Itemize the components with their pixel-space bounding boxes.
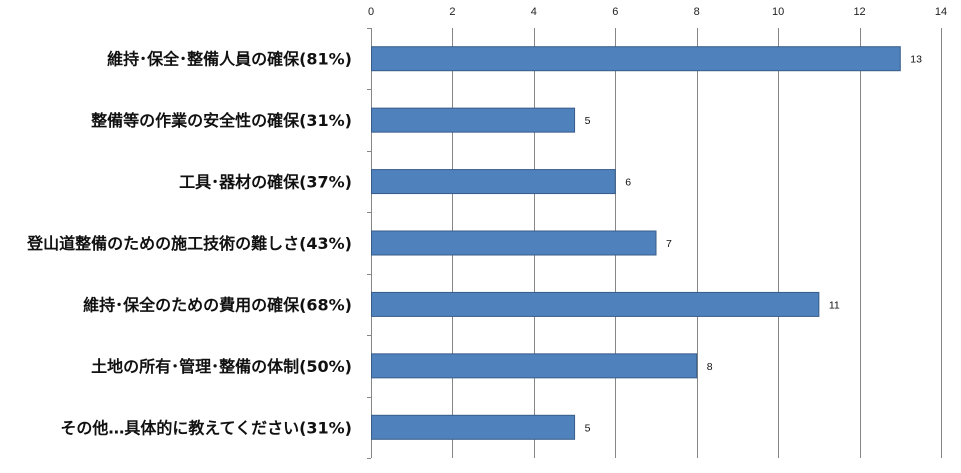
bar-5 bbox=[371, 353, 698, 379]
x-tick-label-3: 6 bbox=[612, 6, 618, 18]
x-tick-label-7: 14 bbox=[935, 6, 947, 18]
bar-1 bbox=[371, 107, 576, 133]
bar-6 bbox=[371, 414, 576, 440]
category-label-0: 維持･保全･整備人員の確保(81%) bbox=[107, 50, 352, 69]
labels: 維持･保全･整備人員の確保(81%) 13 整備等の作業の安全性の確保(31%) 5 工… bbox=[26, 50, 922, 438]
category-label-3: 登山道整備のための施工技術の難しさ(43%) bbox=[26, 234, 352, 253]
x-tick-label-5: 10 bbox=[772, 6, 784, 18]
x-tick-label-0: 0 bbox=[368, 6, 374, 18]
data-label-4: 11 bbox=[829, 299, 840, 311]
category-label-6: その他…具体的に教えてください(31%) bbox=[60, 418, 352, 437]
data-label-1: 5 bbox=[585, 115, 591, 127]
x-tick-label-6: 12 bbox=[853, 6, 865, 18]
data-label-2: 6 bbox=[625, 177, 631, 189]
category-label-4: 維持･保全のための費用の確保(68%) bbox=[83, 295, 352, 314]
bar-4 bbox=[371, 291, 820, 317]
x-tick-label-4: 8 bbox=[694, 6, 700, 18]
bar-0 bbox=[371, 46, 901, 72]
bar-3 bbox=[371, 230, 657, 256]
category-label-1: 整備等の作業の安全性の確保(31%) bbox=[90, 111, 352, 130]
x-tick-label-2: 4 bbox=[531, 6, 537, 18]
axes: 0 2 4 6 8 10 12 14 bbox=[367, 6, 947, 459]
data-label-0: 13 bbox=[910, 54, 922, 66]
x-tick-label-1: 2 bbox=[449, 6, 455, 18]
category-label-5: 土地の所有･管理･整備の体制(50%) bbox=[91, 357, 352, 376]
category-label-2: 工具･器材の確保(37%) bbox=[179, 173, 352, 192]
data-label-6: 5 bbox=[585, 422, 591, 434]
bar-2 bbox=[371, 169, 616, 195]
data-label-3: 7 bbox=[666, 238, 672, 250]
data-label-5: 8 bbox=[707, 361, 713, 373]
bars bbox=[371, 46, 901, 440]
